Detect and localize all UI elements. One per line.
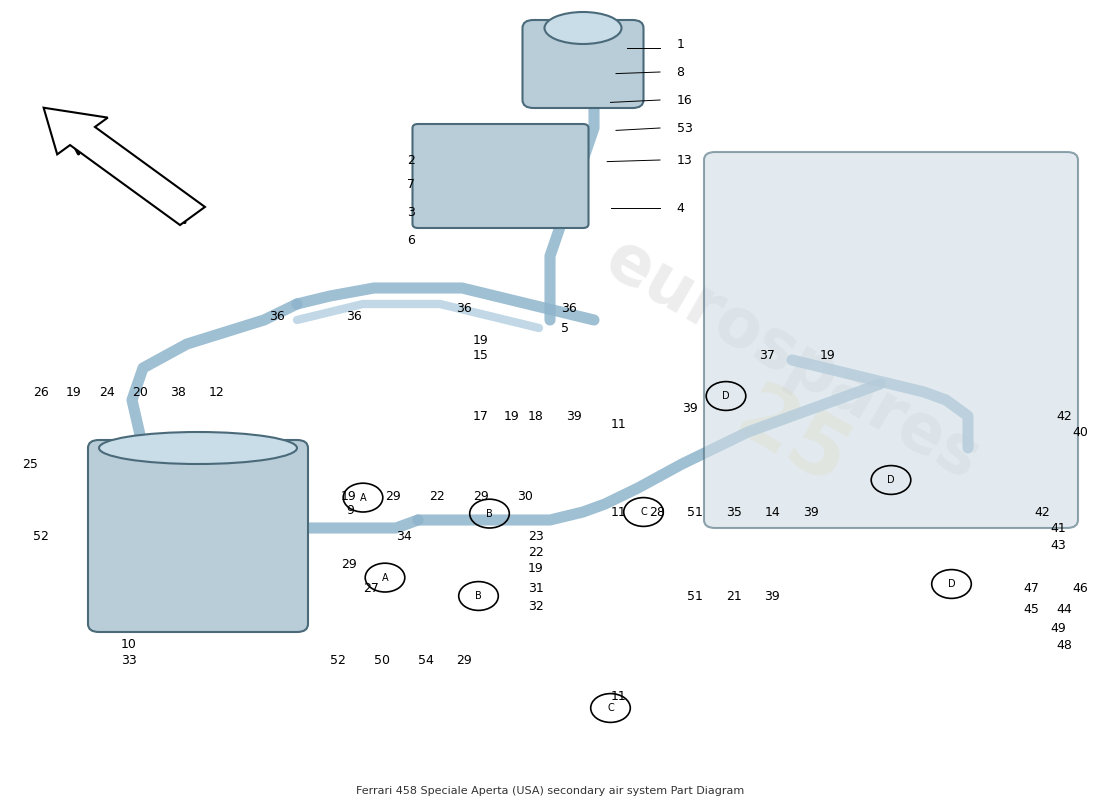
FancyBboxPatch shape bbox=[412, 124, 588, 228]
Text: 13: 13 bbox=[676, 154, 692, 166]
Text: 11: 11 bbox=[610, 506, 626, 518]
Text: 25: 25 bbox=[22, 458, 37, 470]
Text: 52: 52 bbox=[33, 530, 48, 542]
Text: 22: 22 bbox=[528, 546, 543, 558]
Text: 3: 3 bbox=[407, 206, 415, 218]
Text: 26: 26 bbox=[33, 386, 48, 398]
Text: 44: 44 bbox=[1056, 603, 1071, 616]
Text: D: D bbox=[723, 391, 729, 401]
Text: 19: 19 bbox=[66, 386, 81, 398]
Text: 6: 6 bbox=[407, 234, 415, 246]
FancyBboxPatch shape bbox=[704, 152, 1078, 528]
Text: 29: 29 bbox=[341, 558, 356, 570]
Text: 18: 18 bbox=[528, 410, 543, 422]
Text: 16: 16 bbox=[676, 94, 692, 106]
Text: 10: 10 bbox=[121, 638, 136, 650]
Text: 48: 48 bbox=[1056, 639, 1071, 652]
Text: 53: 53 bbox=[676, 122, 692, 134]
Text: 28: 28 bbox=[649, 506, 664, 518]
Text: 42: 42 bbox=[1034, 506, 1049, 518]
Text: 8: 8 bbox=[676, 66, 684, 78]
Text: 36: 36 bbox=[346, 310, 362, 322]
Text: 27: 27 bbox=[363, 582, 378, 594]
Text: 31: 31 bbox=[528, 582, 543, 594]
Text: D: D bbox=[888, 475, 894, 485]
Text: 2: 2 bbox=[407, 154, 415, 166]
Text: 36: 36 bbox=[270, 310, 285, 322]
Text: 32: 32 bbox=[528, 600, 543, 613]
Text: 51: 51 bbox=[688, 590, 703, 602]
Text: 19: 19 bbox=[504, 410, 519, 422]
Text: 38: 38 bbox=[170, 386, 186, 398]
Text: 39: 39 bbox=[682, 402, 697, 414]
Text: 1: 1 bbox=[676, 38, 684, 50]
Text: 36: 36 bbox=[456, 302, 472, 314]
Text: 34: 34 bbox=[396, 530, 411, 542]
Text: 22: 22 bbox=[429, 490, 444, 502]
FancyBboxPatch shape bbox=[522, 20, 644, 108]
FancyArrow shape bbox=[44, 108, 205, 225]
Text: 29: 29 bbox=[473, 490, 488, 502]
Text: 49: 49 bbox=[1050, 622, 1066, 634]
Text: 20: 20 bbox=[132, 386, 147, 398]
Text: 51: 51 bbox=[688, 506, 703, 518]
Ellipse shape bbox=[99, 432, 297, 464]
Text: 41: 41 bbox=[1050, 522, 1066, 534]
Text: 15: 15 bbox=[473, 350, 488, 362]
Text: C: C bbox=[640, 507, 647, 517]
Text: 7: 7 bbox=[407, 178, 415, 190]
Text: 12: 12 bbox=[209, 386, 224, 398]
Text: 54: 54 bbox=[418, 654, 433, 666]
Text: 30: 30 bbox=[517, 490, 532, 502]
Text: B: B bbox=[486, 509, 493, 518]
Text: 39: 39 bbox=[803, 506, 818, 518]
Text: eurospares: eurospares bbox=[593, 226, 991, 494]
Text: 14: 14 bbox=[764, 506, 780, 518]
Text: 19: 19 bbox=[341, 490, 356, 502]
Text: 11: 11 bbox=[610, 418, 626, 430]
Text: 37: 37 bbox=[759, 350, 774, 362]
Text: 29: 29 bbox=[385, 490, 400, 502]
Text: 19: 19 bbox=[528, 562, 543, 574]
Text: 43: 43 bbox=[1050, 539, 1066, 552]
Text: C: C bbox=[607, 703, 614, 713]
Text: A: A bbox=[382, 573, 388, 582]
Text: 19: 19 bbox=[820, 350, 835, 362]
FancyBboxPatch shape bbox=[88, 440, 308, 632]
Text: B: B bbox=[475, 591, 482, 601]
Text: 19: 19 bbox=[473, 334, 488, 346]
Text: 23: 23 bbox=[528, 530, 543, 542]
Text: 39: 39 bbox=[764, 590, 780, 602]
Text: Ferrari 458 Speciale Aperta (USA) secondary air system Part Diagram: Ferrari 458 Speciale Aperta (USA) second… bbox=[356, 786, 744, 796]
Text: 50: 50 bbox=[374, 654, 390, 666]
Text: 5: 5 bbox=[561, 322, 569, 334]
Text: 47: 47 bbox=[1023, 582, 1038, 594]
Text: 11: 11 bbox=[610, 690, 626, 702]
Text: 21: 21 bbox=[726, 590, 741, 602]
Text: 42: 42 bbox=[1056, 410, 1071, 422]
Text: 40: 40 bbox=[1072, 426, 1088, 438]
Text: 35: 35 bbox=[726, 506, 741, 518]
Text: 4: 4 bbox=[676, 202, 684, 214]
Text: 39: 39 bbox=[566, 410, 582, 422]
Text: A: A bbox=[360, 493, 366, 502]
Text: 9: 9 bbox=[346, 504, 354, 517]
Text: 24: 24 bbox=[99, 386, 114, 398]
Text: 36: 36 bbox=[561, 302, 576, 314]
Text: 17: 17 bbox=[473, 410, 488, 422]
Text: 46: 46 bbox=[1072, 582, 1088, 594]
Text: 25: 25 bbox=[722, 376, 862, 504]
Text: D: D bbox=[948, 579, 955, 589]
Text: 33: 33 bbox=[121, 654, 136, 666]
Text: 52: 52 bbox=[330, 654, 345, 666]
Text: 29: 29 bbox=[456, 654, 472, 666]
Text: 45: 45 bbox=[1023, 603, 1038, 616]
Ellipse shape bbox=[544, 12, 622, 44]
